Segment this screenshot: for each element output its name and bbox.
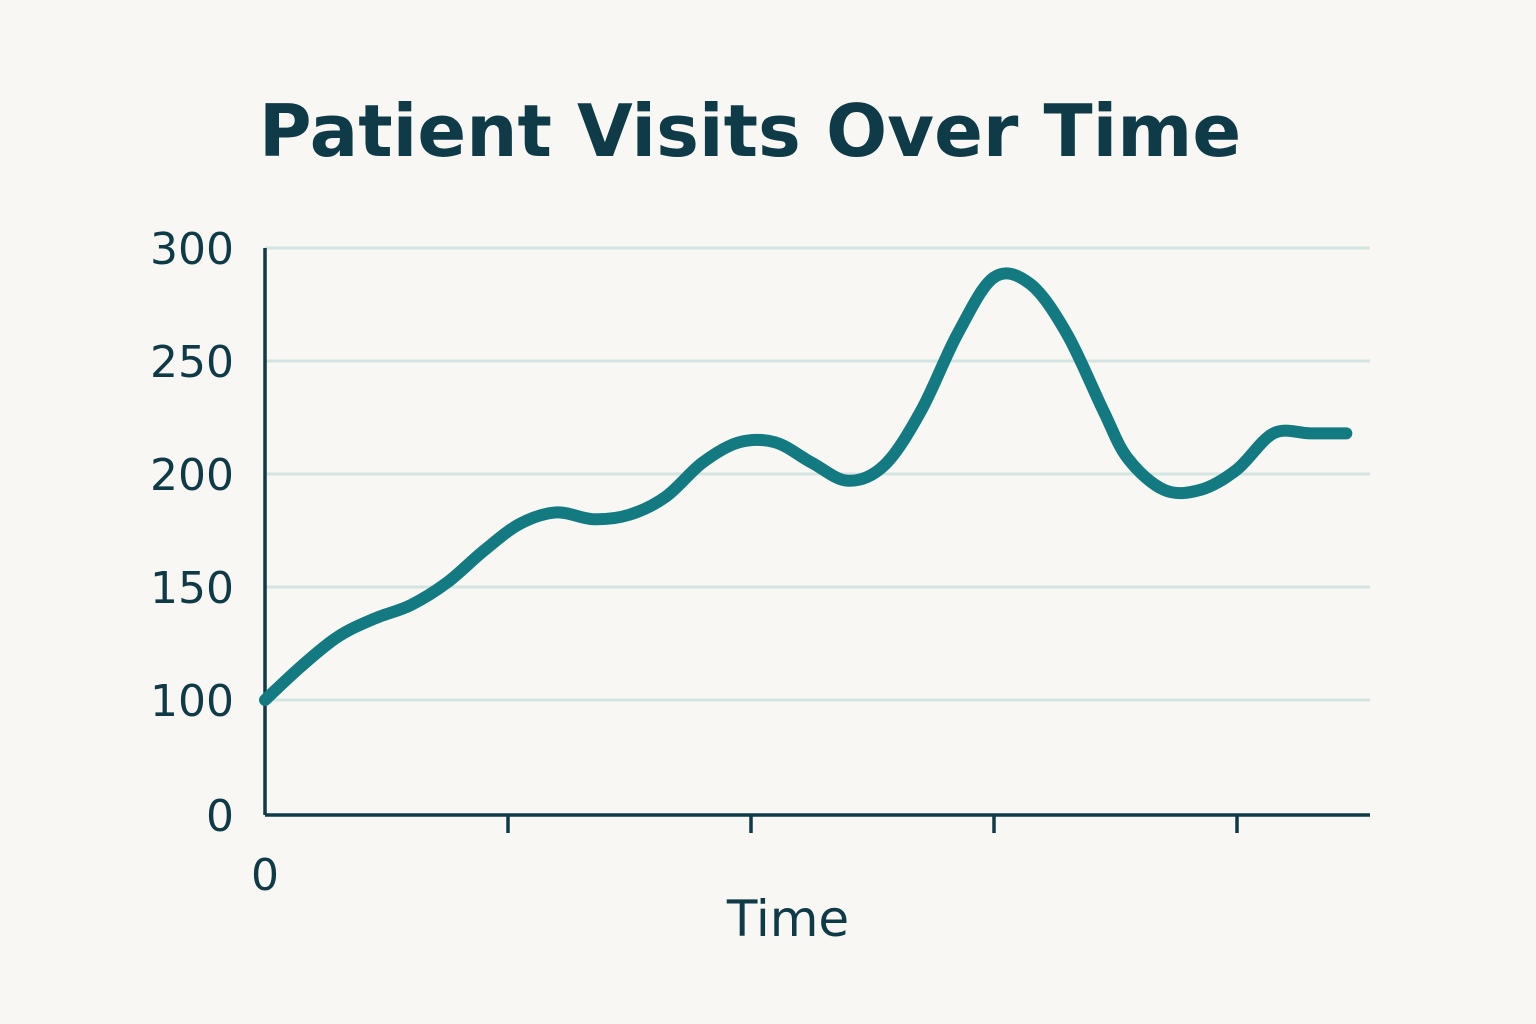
x-axis-labels: 0	[251, 850, 279, 901]
series-line-patient-visits	[259, 267, 1353, 706]
y-tick-label-100: 100	[150, 676, 234, 727]
y-tick-label-0: 0	[206, 791, 234, 842]
y-tick-label-300: 300	[150, 224, 234, 275]
chart-title: Patient Visits Over Time	[259, 89, 1241, 173]
y-tick-label-200: 200	[150, 450, 234, 501]
y-tick-label-250: 250	[150, 337, 234, 388]
x-tick-label-0: 0	[251, 850, 279, 901]
x-axis-ticks	[506, 815, 1239, 833]
x-axis-title: Time	[726, 890, 849, 948]
grid-lines	[265, 246, 1370, 702]
y-axis-labels: 0 100 150 200 250 300	[150, 224, 234, 842]
y-tick-label-150: 150	[150, 563, 234, 614]
